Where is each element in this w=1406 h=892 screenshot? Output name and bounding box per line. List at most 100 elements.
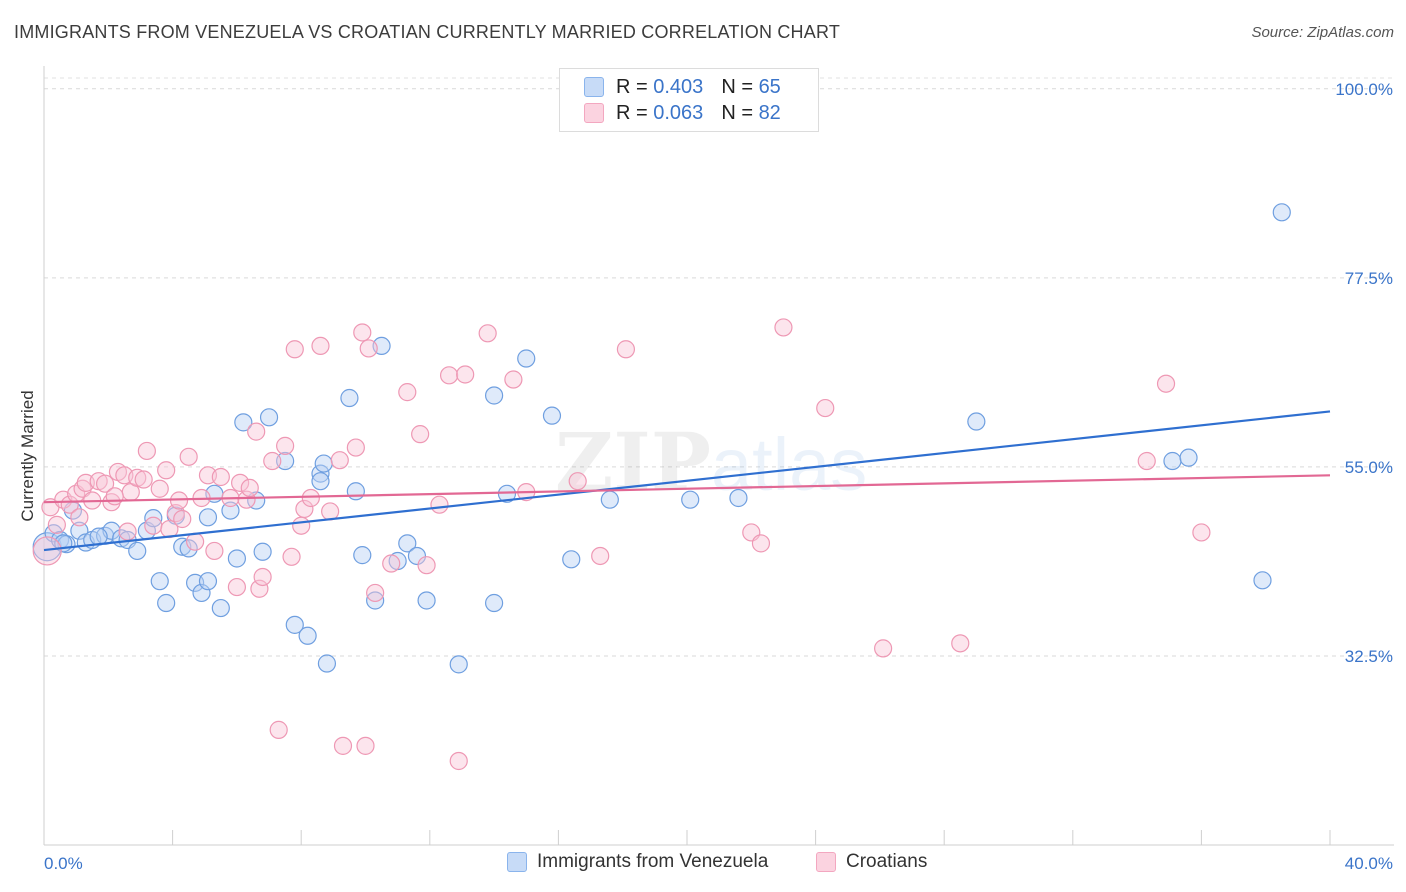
croatian-point — [417, 556, 436, 575]
croatian-point — [816, 398, 835, 418]
venezuela-point — [198, 572, 218, 591]
venezuela-point — [681, 490, 700, 509]
stats-legend: R = 0.403 N = 65 R = 0.063 N = 82 — [559, 68, 819, 132]
croatian-point — [951, 634, 970, 653]
legend-swatch-croatians — [816, 852, 836, 872]
y-tick-label: 32.5% — [1345, 647, 1393, 666]
legend-swatch-croatians — [584, 103, 604, 123]
grid-lines — [44, 77, 1394, 657]
venezuela-point — [311, 464, 330, 483]
croatian-trend-line — [43, 474, 1331, 504]
croatian-point — [504, 370, 523, 389]
legend-item-croatians[interactable]: Croatians — [816, 851, 927, 873]
venezuela-point — [317, 654, 337, 673]
croatian-point — [128, 468, 147, 487]
croatian-point — [356, 736, 375, 755]
legend-n-value: 65 — [758, 75, 781, 98]
chart-title: IMMIGRANTS FROM VENEZUELA VS CROATIAN CU… — [14, 22, 841, 42]
croatian-point — [134, 470, 153, 489]
venezuela-point — [562, 550, 581, 569]
watermark: ZIPatlas — [555, 415, 867, 509]
croatian-point — [1192, 523, 1211, 542]
croatian-point — [205, 541, 224, 561]
venezuela-point — [485, 386, 504, 405]
croatian-point — [398, 383, 417, 402]
croatian-point — [250, 579, 269, 598]
croatian-point — [95, 474, 115, 493]
venezuela-point — [485, 593, 504, 613]
croatian-point — [353, 323, 372, 342]
croatian-point — [321, 502, 340, 521]
legend-label-croatians: Croatians — [846, 851, 928, 872]
croatian-point — [60, 495, 79, 514]
x-tick-label: 0.0% — [44, 854, 83, 873]
venezuela-point — [285, 615, 304, 634]
venezuela-point — [366, 591, 385, 610]
legend-r-value: 0.403 — [653, 75, 704, 98]
croatian-point — [47, 515, 66, 534]
croatian-point — [411, 425, 430, 444]
venezuela-point — [417, 591, 436, 610]
legend-item-venezuela[interactable]: Immigrants from Venezuela — [507, 851, 768, 873]
legend-r-label: R = — [616, 75, 648, 98]
venezuela-point — [517, 349, 536, 368]
venezuela-point — [398, 534, 417, 553]
venezuela-point — [192, 583, 211, 603]
croatian-point — [311, 336, 330, 356]
croatian-point — [449, 751, 468, 771]
croatian-point — [456, 365, 475, 384]
venezuela-point — [967, 412, 986, 431]
croatian-point — [186, 532, 205, 551]
venezuela-trend-line — [43, 410, 1331, 552]
croatian-point — [118, 522, 137, 541]
croatian-point — [439, 366, 459, 385]
venezuela-point — [314, 454, 333, 473]
croatian-point — [282, 547, 301, 566]
venezuela-point — [144, 509, 163, 528]
venezuela-point — [157, 593, 176, 613]
legend-n-label: N = — [721, 101, 753, 124]
croatian-point — [173, 509, 192, 529]
axes — [43, 66, 1394, 846]
legend-swatch-venezuela — [507, 852, 527, 872]
y-tick-label: 77.5% — [1345, 269, 1393, 288]
legend-row-venezuela: R = 0.403 N = 65 — [560, 74, 781, 100]
venezuela-point — [32, 532, 62, 562]
croatian-point — [240, 478, 259, 498]
croatian-point — [295, 499, 314, 519]
venezuela-point — [542, 406, 562, 425]
croatian-point — [751, 534, 771, 553]
croatian-point — [285, 340, 304, 359]
venezuela-point — [1272, 203, 1291, 222]
venezuela-point — [179, 539, 198, 558]
venezuela-point — [221, 501, 240, 520]
venezuela-point — [311, 472, 330, 491]
croatian-point — [32, 536, 62, 566]
venezuela-point — [600, 490, 619, 509]
legend-row-croatians: R = 0.063 N = 82 — [560, 100, 781, 126]
venezuela-point — [259, 408, 279, 427]
venezuela-point — [1253, 571, 1272, 590]
venezuela-point — [198, 508, 218, 527]
croatian-point — [247, 422, 266, 441]
venezuela-point — [353, 546, 372, 565]
venezuela-point — [729, 488, 748, 508]
croatian-point — [330, 451, 349, 470]
venezuela-point — [211, 598, 230, 618]
x-tick-label: 40.0% — [1345, 854, 1393, 873]
croatian-point — [478, 324, 497, 343]
croatian-point — [276, 436, 295, 455]
venezuela-point — [1179, 448, 1198, 467]
croatian-point — [366, 583, 385, 603]
croatian-point — [263, 451, 282, 471]
croatian-point — [1156, 374, 1176, 393]
venezuela-point — [298, 626, 317, 645]
venezuela-point — [234, 413, 253, 432]
croatian-point — [333, 736, 353, 755]
venezuela-point — [128, 541, 147, 561]
croatian-point — [157, 461, 176, 480]
croatian-point — [301, 488, 320, 508]
croatian-point — [874, 639, 893, 658]
venezuela-point — [276, 451, 295, 471]
